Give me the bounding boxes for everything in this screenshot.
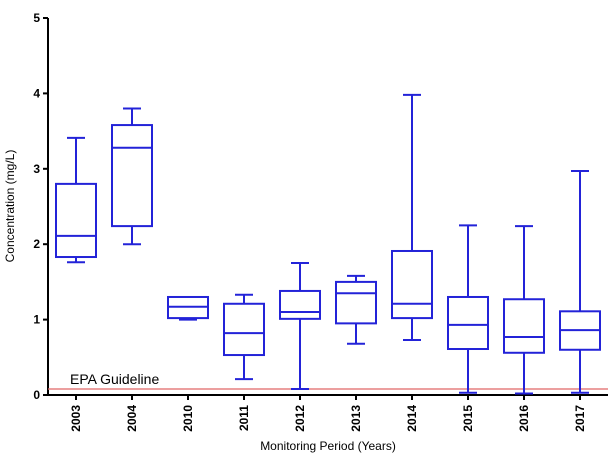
y-tick-label: 5	[33, 11, 40, 25]
box	[503, 298, 545, 354]
x-tick-label: 2011	[237, 405, 251, 431]
x-tick-label: 2013	[349, 405, 363, 432]
y-tick-label: 4	[33, 86, 40, 100]
y-tick-label: 0	[33, 388, 40, 402]
x-tick-label: 2012	[293, 405, 307, 432]
x-tick-label: 2016	[517, 405, 531, 432]
reference-label: EPA Guideline	[70, 371, 159, 387]
x-tick-label: 2015	[461, 405, 475, 432]
box	[55, 182, 97, 259]
x-tick-label: 2014	[405, 405, 419, 432]
box	[223, 302, 265, 357]
x-tick-label: 2003	[69, 405, 83, 432]
y-tick-label: 3	[33, 162, 40, 176]
y-tick-label: 1	[33, 313, 40, 327]
x-axis-title: Monitoring Period (Years)	[260, 439, 396, 453]
y-axis-title: Concentration (mg/L)	[3, 150, 17, 263]
box	[335, 280, 377, 325]
x-tick-label: 2004	[125, 405, 139, 432]
y-tick-label: 2	[33, 237, 40, 251]
box	[111, 124, 153, 228]
box	[447, 295, 489, 351]
x-tick-label: 2017	[573, 405, 587, 432]
box	[279, 289, 321, 320]
box	[391, 249, 433, 320]
x-tick-label: 2010	[181, 405, 195, 432]
